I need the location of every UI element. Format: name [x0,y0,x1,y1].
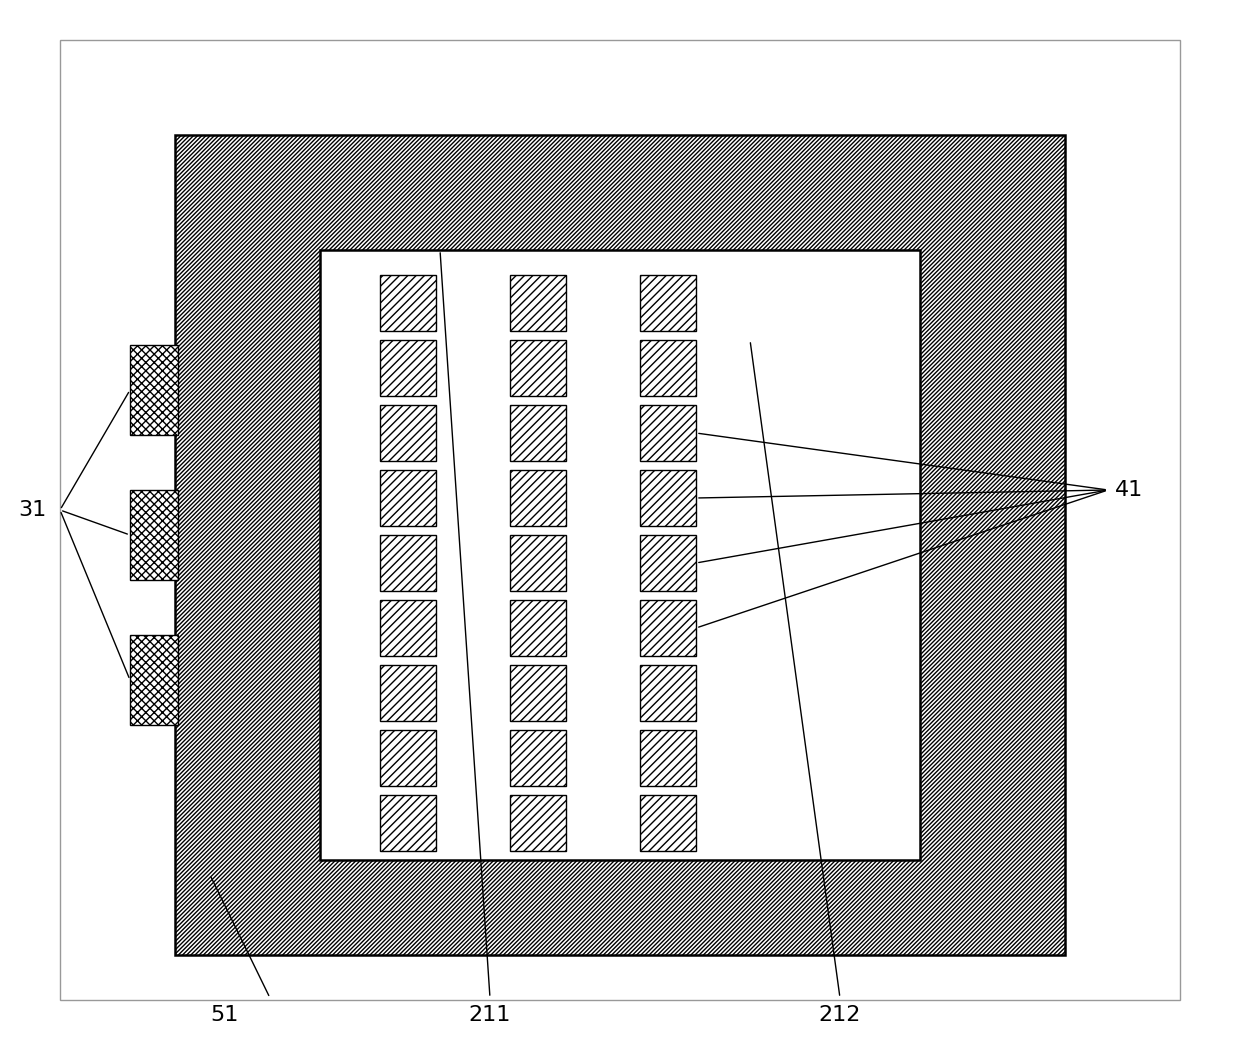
Bar [510,275,565,331]
Bar [640,470,696,526]
Text: 51: 51 [211,1005,239,1025]
Bar [379,275,436,331]
Bar [640,275,696,331]
Bar [510,730,565,786]
Bar [510,535,565,591]
Bar [379,730,436,786]
Bar [640,600,696,656]
Bar [130,490,179,580]
Bar [379,795,436,851]
Bar [510,405,565,461]
Bar [130,635,179,725]
Bar [510,600,565,656]
Bar [640,665,696,721]
Text: 41: 41 [1115,480,1143,500]
Bar [510,665,565,721]
Bar [379,665,436,721]
Bar [379,340,436,396]
Bar [640,730,696,786]
Bar [379,405,436,461]
Bar [379,470,436,526]
Bar [640,340,696,396]
Bar [130,345,179,434]
Bar [640,795,696,851]
Bar [510,795,565,851]
Text: 211: 211 [469,1005,511,1025]
Bar [510,340,565,396]
Bar [175,135,1065,955]
Bar [640,405,696,461]
Bar [379,600,436,656]
Text: 212: 212 [818,1005,862,1025]
Bar [510,470,565,526]
Text: 31: 31 [17,500,46,520]
Bar [640,535,696,591]
Bar [379,535,436,591]
Bar [320,250,920,859]
